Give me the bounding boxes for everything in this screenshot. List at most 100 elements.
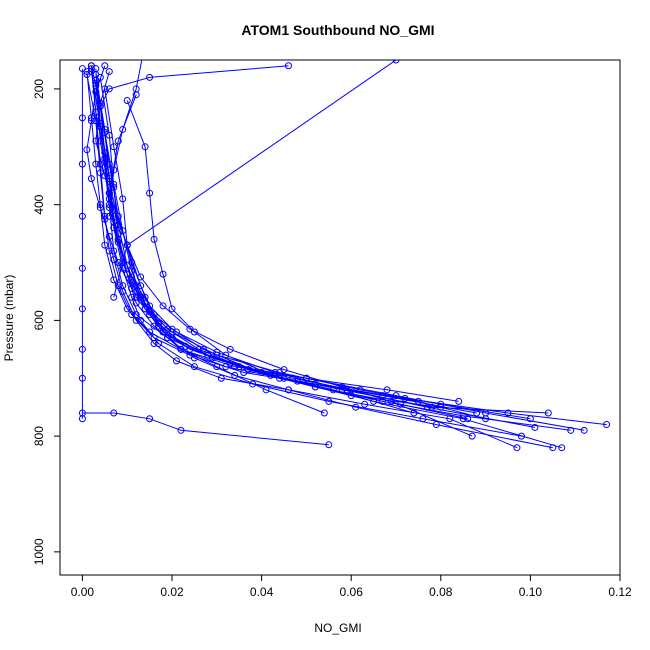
series-13 [92,76,476,440]
x-tick-label: 0.06 [340,585,364,599]
series-9 [83,70,521,452]
data-point [110,293,118,301]
data-point [78,305,86,313]
y-axis-label: Pressure (mbar) [2,275,16,362]
chart-title: ATOM1 Southbound NO_GMI [241,22,434,38]
data-point [78,114,86,122]
series-14 [123,97,445,411]
data-point [150,235,158,243]
data-point [110,166,118,174]
plot-frame [59,59,621,576]
data-point [78,345,86,353]
series-line [99,65,289,107]
data-point [383,386,391,394]
data-point [217,374,225,382]
series-line [82,412,329,446]
data-point [146,415,154,423]
data-point [142,40,148,46]
series-18 [110,60,400,301]
data-point [190,354,198,362]
series-20 [83,62,539,431]
data-point [119,195,127,203]
data-point [558,444,566,452]
data-point [177,426,185,434]
y-axis: 200 400 600 800 1000 [32,79,60,565]
data-point [231,371,239,379]
data-point [110,276,118,284]
data-point [141,143,149,151]
data-point [517,432,525,440]
series-line [86,65,535,428]
data-point [101,62,109,70]
series-19 [105,40,148,220]
data-point [110,247,118,255]
x-axis: 0.00 0.02 0.04 0.06 0.08 0.10 0.12 [71,575,632,599]
data-point [132,85,140,93]
data-point [96,123,104,131]
data-point [159,302,167,310]
data-point [105,189,113,197]
series-line [95,85,571,431]
data-point [325,441,333,449]
data-point [249,366,257,374]
data-point [101,163,109,171]
data-point [132,316,140,324]
data-point [526,415,534,423]
x-tick-label: 0.10 [519,585,543,599]
data-point [446,415,454,423]
data-point [379,397,387,405]
series-line [95,83,459,402]
y-tick-label: 200 [32,79,46,99]
series-line [95,80,473,437]
data-point [146,328,154,336]
data-point [78,264,86,272]
series-line [86,71,585,431]
data-point [361,400,369,408]
series-line [95,71,468,420]
data-point [513,444,521,452]
data-point [105,212,113,220]
series-11 [87,68,490,423]
data-point [168,305,176,313]
data-point [146,302,154,310]
x-tick-label: 0.00 [71,585,95,599]
series-21 [92,68,472,423]
x-tick-label: 0.02 [160,585,184,599]
data-point [105,204,113,212]
data-point [123,241,131,249]
data-point [78,374,86,382]
data-point [338,383,346,391]
series-15 [105,91,557,452]
data-point [311,383,319,391]
series-line [126,100,441,408]
data-point [128,285,136,293]
data-point [352,403,360,411]
data-point [78,409,86,417]
x-axis-label: NO_GMI [314,621,361,635]
plot-area [78,40,611,452]
data-point [114,137,122,145]
data-point [455,397,463,405]
data-point [96,204,104,212]
data-point [549,444,557,452]
data-point [544,409,552,417]
y-tick-label: 800 [32,426,46,446]
data-point [603,421,611,429]
series-line [95,68,562,449]
data-point [567,426,575,434]
y-tick-label: 1000 [32,538,46,565]
data-point [114,238,122,246]
data-point [128,273,136,281]
data-point [531,423,539,431]
data-point [110,409,118,417]
data-point [101,172,109,180]
data-point [92,117,100,125]
data-point [459,412,467,420]
data-point [119,125,127,133]
data-point [164,334,172,342]
data-point [244,366,252,374]
y-tick-label: 400 [32,194,46,214]
data-point [132,299,140,307]
series-line [86,74,518,449]
